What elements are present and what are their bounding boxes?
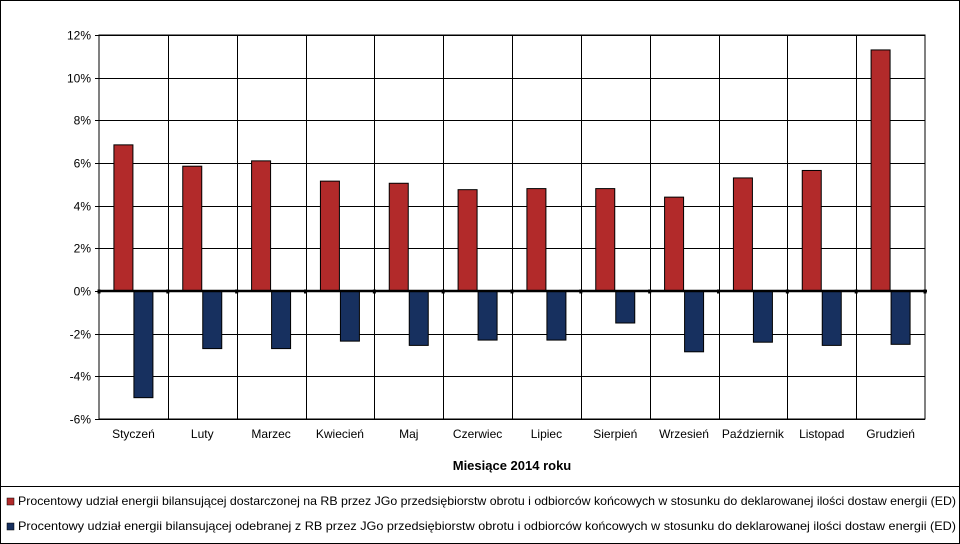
x-tick-mark xyxy=(579,289,583,294)
x-tick-label: Maj xyxy=(399,427,418,441)
grid-lines xyxy=(99,35,925,420)
y-tick-label: -6% xyxy=(70,413,92,427)
y-tick-label: 0% xyxy=(74,285,92,299)
bar-delivered xyxy=(870,49,891,292)
bar-delivered xyxy=(595,188,616,292)
bar-received xyxy=(684,290,705,353)
legend-swatch xyxy=(6,522,15,531)
x-tick-label: Listopad xyxy=(799,427,844,441)
bar-received xyxy=(339,290,360,342)
bar-delivered xyxy=(113,144,134,292)
x-tick-mark xyxy=(441,289,445,294)
x-tick-mark xyxy=(166,289,170,294)
x-tick-mark xyxy=(304,289,307,294)
y-tick-label: 10% xyxy=(67,72,91,86)
x-tick-label: Czerwiec xyxy=(453,427,502,441)
bar-delivered xyxy=(388,182,409,292)
x-tick-mark xyxy=(97,289,101,294)
x-tick-label: Październik xyxy=(722,427,785,441)
bar-received xyxy=(271,290,292,350)
y-tick-labels: -6% -4% -2% 0% 2% 4% 6% 8% 10% 12% xyxy=(67,29,91,427)
x-tick-label: Styczeń xyxy=(112,427,155,441)
axes xyxy=(95,35,927,420)
bar-delivered xyxy=(801,169,822,292)
bar-delivered xyxy=(251,160,272,292)
y-tick-label: 2% xyxy=(74,242,92,256)
bar-delivered xyxy=(732,177,753,292)
x-tick-label: Lipiec xyxy=(531,427,562,441)
x-tick-mark xyxy=(923,289,927,294)
x-tick-label: Grudzień xyxy=(866,427,915,441)
x-tick-label: Wrzesień xyxy=(659,427,709,441)
x-tick-mark xyxy=(235,289,239,294)
x-axis-label: Miesiące 2014 roku xyxy=(453,458,572,473)
x-tick-label: Marzec xyxy=(251,427,290,441)
legend-swatch xyxy=(6,497,15,506)
x-tick-labels: Styczeń Luty Marzec Kwiecień Maj Czerwiec Lipi… xyxy=(112,427,915,441)
bar-delivered xyxy=(526,188,547,292)
x-tick-label: Kwiecień xyxy=(316,427,364,441)
bar-delivered xyxy=(319,180,340,292)
bar-received xyxy=(615,290,636,324)
bar-received xyxy=(477,290,498,341)
y-tick-label: 4% xyxy=(74,200,92,214)
x-tick-mark xyxy=(510,289,514,294)
x-tick-mark xyxy=(717,289,720,294)
x-tick-label: Luty xyxy=(191,427,214,441)
bar-received xyxy=(821,290,842,346)
bar-delivered xyxy=(664,196,685,292)
bar-received xyxy=(133,290,154,399)
bar-received xyxy=(890,290,911,345)
y-tick-label: 8% xyxy=(74,114,92,128)
x-tick-mark xyxy=(854,289,858,294)
y-tick-label: -2% xyxy=(70,328,92,342)
legend: Procentowy udział energii bilansującej d… xyxy=(6,494,956,533)
x-tick-mark xyxy=(372,289,376,294)
bar-received xyxy=(546,290,567,341)
legend-entry: Procentowy udział energii bilansującej o… xyxy=(18,519,956,533)
y-tick-label: -4% xyxy=(70,370,92,384)
bar-received xyxy=(752,290,773,343)
bar-received xyxy=(202,290,223,350)
bars xyxy=(113,49,911,399)
legend-entry: Procentowy udział energii bilansującej d… xyxy=(18,494,956,508)
y-tick-label: 12% xyxy=(67,29,91,43)
x-tick-label: Sierpień xyxy=(593,427,637,441)
y-tick-label: 6% xyxy=(74,157,92,171)
x-tick-mark xyxy=(785,289,789,294)
x-tick-mark xyxy=(648,289,652,294)
bar-delivered xyxy=(457,189,478,292)
bar-delivered xyxy=(182,165,203,292)
bar-received xyxy=(408,290,429,346)
